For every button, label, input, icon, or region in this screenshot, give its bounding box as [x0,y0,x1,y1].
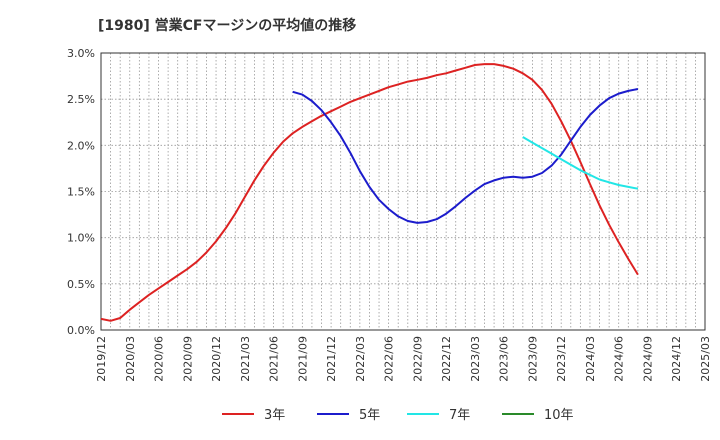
x-tick-label: 2021/09 [296,336,309,382]
x-tick-label: 2019/12 [95,336,108,382]
x-tick-label: 2023/03 [469,336,482,382]
y-tick-label: 0.0% [67,324,95,337]
legend-label: 3年 [264,408,285,423]
x-tick-label: 2020/12 [210,336,223,382]
series-lines [100,63,639,322]
x-tick-label: 2020/03 [124,336,137,382]
series-line-5年 [292,88,639,224]
x-tick-label: 2022/06 [383,336,396,382]
x-tick-label: 2020/06 [153,336,166,382]
grid [101,53,705,330]
legend-label: 10年 [544,408,574,423]
x-tick-label: 2023/09 [526,336,539,382]
y-tick-label: 2.0% [67,139,95,152]
x-tick-label: 2021/12 [325,336,338,382]
plot-frame [100,52,706,331]
x-tick-label: 2020/09 [181,336,194,382]
legend-label: 5年 [359,408,380,423]
y-tick-label: 1.5% [67,186,95,199]
x-tick-label: 2021/06 [268,336,281,382]
legend-item-3年: 3年 [222,408,285,423]
x-tick-label: 2022/09 [411,336,424,382]
x-tick-label: 2022/12 [440,336,453,382]
x-tick-label: 2024/03 [584,336,597,382]
x-tick-label: 2024/09 [641,336,654,382]
y-tick-label: 3.0% [67,47,95,60]
y-tick-label: 0.5% [67,278,95,291]
legend-item-5年: 5年 [317,408,380,423]
x-tick-label: 2024/06 [613,336,626,382]
y-axis-ticks: 0.0% 0.5% 1.0% 1.5% 2.0% 2.5% 3.0% [67,47,95,337]
y-tick-label: 2.5% [67,93,95,106]
x-tick-label: 2023/06 [498,336,511,382]
legend-item-10年: 10年 [502,408,574,423]
legend-label: 7年 [449,408,470,423]
x-tick-label: 2025/03 [699,336,712,382]
x-axis-ticks: 2019/12 2020/03 2020/06 2020/09 2020/12 2021/… [95,336,712,382]
y-tick-label: 1.0% [67,232,95,245]
x-tick-label: 2021/03 [239,336,252,382]
legend-item-7年: 7年 [407,408,470,423]
chart-title: [1980] 営業CFマージンの平均値の推移 [98,17,356,34]
series-line-7年 [522,136,639,190]
x-tick-label: 2023/12 [555,336,568,382]
legend: 3年 5年 7年 10年 [222,408,574,423]
series-line-3年 [100,63,639,322]
x-tick-label: 2022/03 [354,336,367,382]
x-tick-label: 2024/12 [670,336,683,382]
